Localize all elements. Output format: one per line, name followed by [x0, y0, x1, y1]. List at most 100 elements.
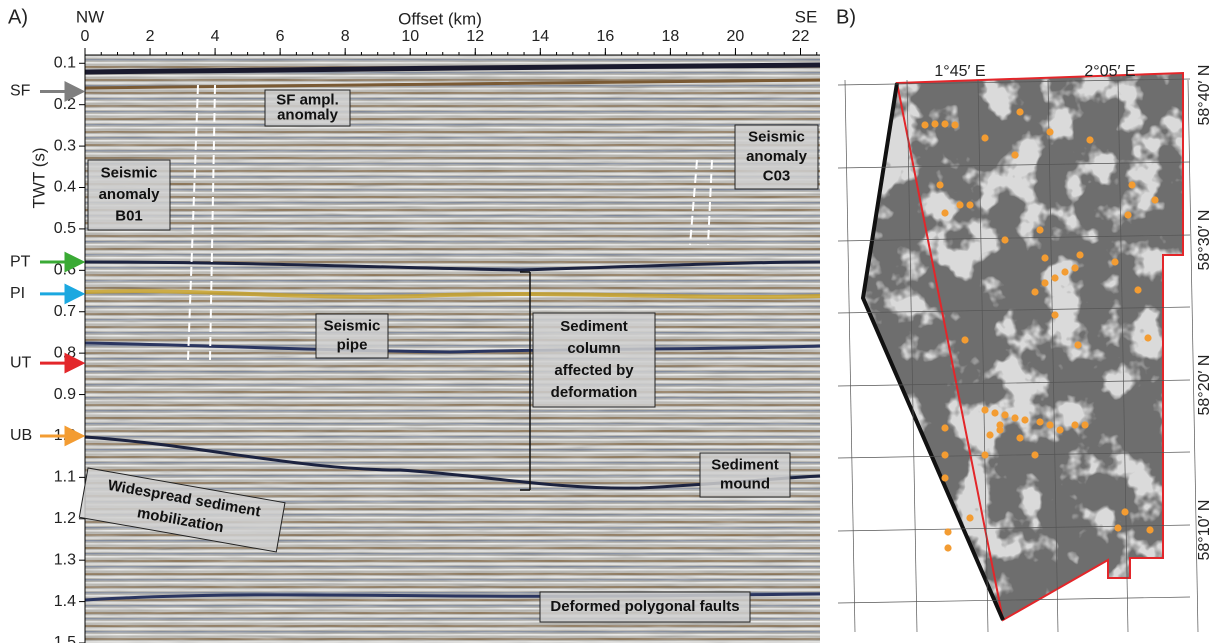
well-location: [1121, 508, 1128, 515]
y-tick-label: 1.5: [54, 634, 76, 643]
well-location: [936, 181, 943, 188]
y-axis-title: TWT (s): [29, 147, 48, 208]
annotation: Seismic anomaly C03: [735, 125, 818, 189]
well-location: [944, 544, 951, 551]
well-location: [966, 514, 973, 521]
well-location: [1051, 274, 1058, 281]
well-location: [1114, 524, 1121, 531]
well-location: [991, 409, 998, 416]
lat-label: 58°10′ N: [1196, 500, 1213, 561]
map: [838, 60, 1220, 640]
map-grid-line: [845, 80, 855, 632]
well-location: [941, 209, 948, 216]
horizon-label: UB: [10, 427, 32, 444]
well-location: [1151, 196, 1158, 203]
well-location: [956, 201, 963, 208]
lon-label: 1°45′ E: [934, 63, 985, 80]
x-tick-label: 12: [466, 28, 484, 45]
well-location: [1021, 416, 1028, 423]
well-location: [986, 431, 993, 438]
annotation: Deformed polygonal faults: [540, 592, 750, 622]
x-tick-label: 10: [401, 28, 419, 45]
well-location: [966, 201, 973, 208]
lat-label: 58°30′ N: [1196, 210, 1213, 271]
annotation: Seismicpipe: [316, 314, 388, 358]
annotation-text: Seismic: [324, 317, 381, 334]
annotation-text: anomaly: [746, 148, 808, 165]
annotation-text: Deformed polygonal faults: [550, 598, 739, 615]
annotation-text: Seismic: [101, 165, 158, 182]
x-tick-label: 16: [596, 28, 614, 45]
y-tick-label: 1.3: [54, 551, 76, 568]
x-tick-label: 0: [81, 28, 90, 45]
well-location: [1061, 268, 1068, 275]
annotation-text: Sediment: [560, 318, 628, 335]
lon-label: 2°05′ E: [1084, 63, 1135, 80]
panel-label: B): [836, 6, 856, 28]
y-tick-label: 0.5: [54, 220, 76, 237]
well-location: [1036, 226, 1043, 233]
annotation-text: anomaly: [277, 106, 339, 123]
well-location: [941, 424, 948, 431]
well-location: [961, 336, 968, 343]
well-location: [1031, 451, 1038, 458]
lat-label: 58°20′ N: [1196, 355, 1213, 416]
x-tick-label: 22: [792, 28, 810, 45]
y-tick-label: 0.1: [54, 55, 76, 72]
annotation-text: Seismic: [748, 129, 805, 146]
well-location: [1128, 181, 1135, 188]
x-tick-label: 4: [211, 28, 220, 45]
well-location: [944, 528, 951, 535]
horizon-arrow: [40, 286, 82, 302]
y-tick-label: 1.1: [54, 469, 76, 486]
well-location: [1144, 334, 1151, 341]
well-location: [1056, 426, 1063, 433]
well-location: [1011, 414, 1018, 421]
well-location: [1074, 341, 1081, 348]
well-location: [1134, 286, 1141, 293]
annotation: SF ampl.anomaly: [265, 90, 350, 126]
figure: A)Offset (km)NWSETWT (s)0246810121416182…: [0, 0, 1220, 643]
x-end-label: SE: [795, 7, 818, 26]
well-location: [1051, 311, 1058, 318]
well-location: [1076, 251, 1083, 258]
well-location: [941, 451, 948, 458]
well-location: [1016, 434, 1023, 441]
well-location: [931, 120, 938, 127]
annotation-text: anomaly: [99, 186, 161, 203]
horizon-label: PI: [10, 285, 25, 302]
horizon-label: PT: [10, 253, 31, 270]
seismic-section: [85, 55, 820, 643]
annotation-text: deformation: [551, 384, 638, 401]
x-axis-title: Offset (km): [398, 9, 482, 28]
annotation-text: C03: [763, 167, 791, 184]
well-location: [1041, 279, 1048, 286]
horizon-label: UT: [10, 354, 32, 371]
annotation-text: B01: [115, 207, 143, 224]
well-location: [981, 134, 988, 141]
y-tick-label: 0.7: [54, 303, 76, 320]
well-location: [1046, 421, 1053, 428]
well-location: [1111, 258, 1118, 265]
x-tick-label: 18: [661, 28, 679, 45]
x-tick-label: 20: [727, 28, 745, 45]
y-tick-label: 0.9: [54, 386, 76, 403]
well-location: [951, 121, 958, 128]
well-location: [1124, 211, 1131, 218]
well-location: [1036, 418, 1043, 425]
y-tick-label: 1.4: [54, 593, 76, 610]
annotation-text: column: [567, 340, 620, 357]
x-tick-label: 6: [276, 28, 285, 45]
well-location: [941, 474, 948, 481]
x-tick-label: 14: [531, 28, 549, 45]
x-tick-label: 8: [341, 28, 350, 45]
well-location: [1031, 288, 1038, 295]
well-location: [921, 121, 928, 128]
well-location: [1046, 128, 1053, 135]
well-location: [1081, 421, 1088, 428]
well-location: [1001, 411, 1008, 418]
panel-label: A): [8, 6, 28, 28]
well-location: [941, 120, 948, 127]
